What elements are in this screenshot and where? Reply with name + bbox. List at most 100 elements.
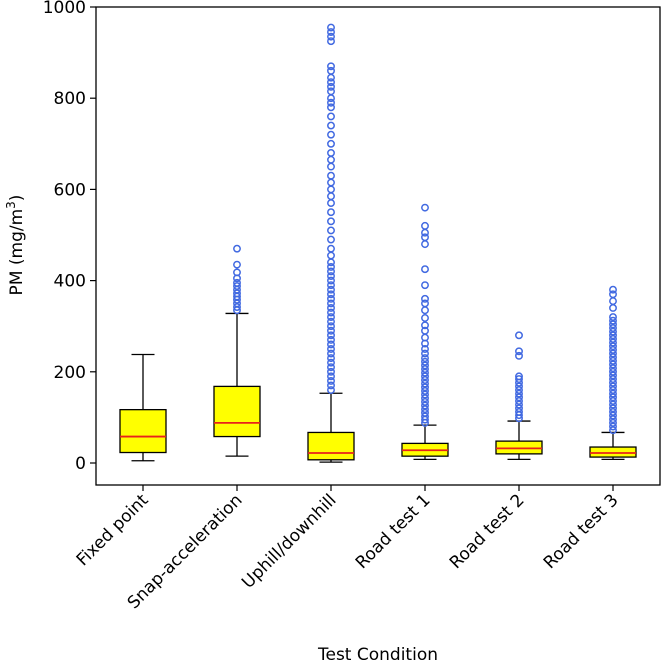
outlier-point	[233, 289, 241, 298]
outlier-point	[515, 400, 523, 409]
outlier-point	[327, 313, 335, 322]
outlier-point	[609, 426, 617, 435]
outlier-point	[609, 378, 617, 387]
outlier-point	[609, 418, 617, 427]
y-tick-label: 800	[54, 89, 86, 109]
outlier-point	[327, 299, 335, 308]
outlier-point	[327, 294, 335, 303]
box-iqr	[213, 385, 261, 438]
outlier-point	[327, 112, 335, 121]
outlier-point	[233, 282, 241, 291]
outlier-point	[609, 360, 617, 369]
outlier-point	[327, 23, 335, 32]
outlier-point	[327, 363, 335, 372]
outlier-point	[421, 365, 429, 374]
y-axis-label: PM (mg/m3)	[4, 195, 27, 296]
outlier-point	[327, 272, 335, 280]
outlier-point	[327, 185, 335, 194]
outlier-point	[421, 397, 429, 406]
outlier-point	[421, 401, 429, 410]
outlier-point	[327, 326, 335, 335]
outlier-point	[609, 411, 617, 420]
outlier-point	[327, 32, 335, 41]
outlier-point	[327, 155, 335, 164]
outlier-point	[327, 267, 335, 276]
outlier-point	[421, 321, 429, 330]
outlier-point	[327, 290, 335, 299]
outlier-point	[327, 335, 335, 344]
outlier-point	[327, 262, 335, 271]
outlier-point	[327, 121, 335, 130]
outlier-point	[421, 405, 429, 414]
outlier-point	[327, 130, 335, 139]
y-tick-label: 400	[54, 272, 86, 292]
outlier-point	[327, 98, 335, 107]
axes-frame	[95, 6, 661, 486]
outlier-point	[327, 367, 335, 376]
outlier-point	[609, 313, 617, 322]
box-iqr	[495, 440, 543, 455]
outlier-point	[421, 221, 429, 230]
outlier-point	[609, 356, 617, 365]
outlier-point	[609, 342, 617, 351]
outlier-point	[609, 297, 617, 306]
outlier-point	[327, 235, 335, 244]
outlier-point	[609, 371, 617, 380]
outlier-point	[609, 338, 617, 347]
outlier-point	[327, 322, 335, 331]
outlier-point	[421, 368, 429, 377]
outlier-point	[327, 386, 335, 394]
outlier-point	[421, 203, 429, 212]
outlier-point	[327, 37, 335, 46]
y-axis-label-close: )	[7, 195, 27, 202]
outlier-point	[515, 393, 523, 402]
outlier-point	[609, 290, 617, 299]
outlier-point	[609, 349, 617, 358]
outlier-point	[327, 345, 335, 353]
outlier-point	[327, 281, 335, 290]
outlier-point	[609, 304, 617, 312]
outlier-point	[327, 94, 335, 103]
outlier-point	[421, 394, 429, 403]
outlier-point	[515, 397, 523, 405]
outlier-point	[327, 340, 335, 349]
outlier-point	[421, 379, 429, 388]
y-tick-label: 1000	[43, 0, 86, 18]
outlier-point	[609, 375, 617, 384]
outlier-point	[421, 412, 429, 421]
outlier-point	[327, 226, 335, 235]
x-tick-label: Road test 1	[352, 490, 435, 573]
outlier-point	[327, 358, 335, 367]
outlier-point	[609, 382, 617, 391]
outlier-point	[609, 397, 617, 405]
x-tick-label: Fixed point	[73, 490, 153, 570]
outlier-point	[327, 82, 335, 91]
outlier-point	[609, 345, 617, 354]
outlier-point	[327, 276, 335, 285]
outlier-point	[421, 314, 429, 322]
outlier-point	[327, 317, 335, 326]
y-tick-label: 200	[54, 363, 86, 383]
outlier-point	[421, 383, 429, 392]
outlier-point	[327, 103, 335, 112]
outlier-point	[327, 148, 335, 157]
outlier-point	[421, 326, 429, 335]
outlier-point	[327, 192, 335, 201]
outlier-point	[609, 393, 617, 402]
outlier-point	[327, 162, 335, 171]
outlier-point	[327, 139, 335, 148]
outlier-point	[327, 376, 335, 385]
outlier-point	[609, 285, 617, 294]
outlier-point	[515, 389, 523, 398]
outlier-point	[609, 400, 617, 409]
box-iqr	[589, 446, 637, 458]
outlier-point	[421, 390, 429, 399]
outlier-point	[327, 304, 335, 312]
outlier-point	[609, 331, 617, 340]
outlier-point	[327, 178, 335, 187]
outlier-point	[515, 347, 523, 356]
box-iqr	[307, 431, 355, 461]
outlier-point	[609, 327, 617, 336]
